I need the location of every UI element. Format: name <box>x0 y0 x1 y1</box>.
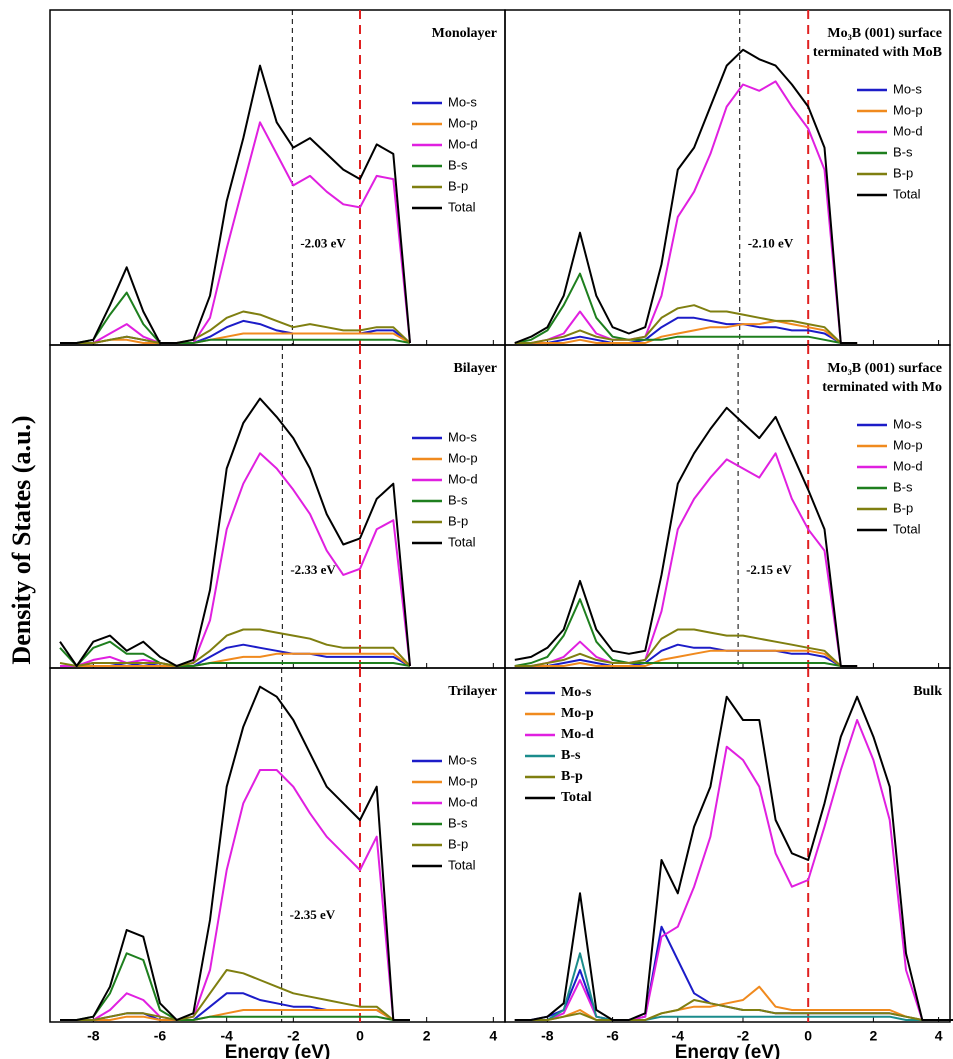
panel-title: Mo₃B (001) surface <box>827 361 942 376</box>
dos-line <box>60 66 410 343</box>
legend-label: Mo-p <box>893 102 923 117</box>
legend-label: Mo-s <box>448 752 477 767</box>
dos-line <box>60 453 410 666</box>
d-band-annotation: -2.15 eV <box>746 562 792 577</box>
legend-label: Total <box>448 199 476 214</box>
legend-label: Mo-p <box>561 706 594 721</box>
panel-frame <box>50 10 505 345</box>
legend-label: Total <box>893 521 921 536</box>
panel-title: Mo₃B (001) surface <box>827 26 942 41</box>
panel-title: terminated with MoB <box>813 45 942 60</box>
dos-line <box>60 334 410 344</box>
dos-line <box>515 81 857 343</box>
panel-title: Trilayer <box>448 684 497 699</box>
legend-label: Mo-d <box>448 471 478 486</box>
legend-label: Mo-s <box>893 416 922 431</box>
legend-label: B-p <box>448 178 468 193</box>
legend-label: B-s <box>448 815 468 830</box>
dos-line <box>515 927 953 1020</box>
x-tick-label: -8 <box>87 1028 100 1044</box>
panel-title: Bilayer <box>453 361 497 376</box>
legend-label: Mo-p <box>448 115 478 130</box>
legend-label: Mo-s <box>893 81 922 96</box>
legend-label: Mo-p <box>448 773 478 788</box>
legend-label: Mo-s <box>448 429 477 444</box>
x-tick-label: -6 <box>606 1028 619 1044</box>
x-tick-label: 0 <box>804 1028 812 1044</box>
x-tick-label: 4 <box>489 1028 497 1044</box>
x-axis-label: Energy (eV) <box>675 1042 781 1059</box>
legend-label: Total <box>448 857 476 872</box>
legend-label: B-s <box>561 748 581 763</box>
x-tick-label: 0 <box>356 1028 364 1044</box>
dos-line <box>60 312 410 344</box>
legend-label: Total <box>448 534 476 549</box>
legend-label: B-s <box>893 479 913 494</box>
x-tick-label: -6 <box>154 1028 167 1044</box>
legend-label: Mo-p <box>893 437 923 452</box>
d-band-annotation: -2.33 eV <box>290 562 336 577</box>
legend-label: B-s <box>893 144 913 159</box>
panel-title: Monolayer <box>432 26 497 41</box>
d-band-annotation: -2.03 eV <box>300 235 346 250</box>
x-axis-label: Energy (eV) <box>225 1042 331 1059</box>
legend-label: Mo-d <box>893 458 923 473</box>
legend-label: B-p <box>561 769 583 784</box>
x-tick-label: -8 <box>541 1028 554 1044</box>
dos-line <box>515 720 953 1020</box>
d-band-annotation: -2.10 eV <box>748 235 794 250</box>
x-tick-label: 2 <box>869 1028 877 1044</box>
legend-label: B-p <box>448 836 468 851</box>
legend-label: Mo-d <box>448 794 478 809</box>
dos-line <box>515 630 857 667</box>
legend-label: B-p <box>893 500 913 515</box>
panel-title: Bulk <box>913 684 942 699</box>
dos-line <box>515 987 953 1020</box>
legend-label: B-p <box>893 165 913 180</box>
legend-label: Mo-s <box>448 94 477 109</box>
dos-line <box>60 770 410 1020</box>
d-band-annotation: -2.35 eV <box>290 907 336 922</box>
y-axis-label: Density of States (a.u.) <box>7 415 36 664</box>
legend-label: Mo-d <box>893 123 923 138</box>
panel-title: terminated with Mo <box>822 380 942 395</box>
legend-label: Mo-s <box>561 685 592 700</box>
legend-label: Total <box>893 186 921 201</box>
legend-label: B-s <box>448 492 468 507</box>
dos-line <box>60 630 410 667</box>
legend-label: Mo-d <box>561 727 594 742</box>
panel-frame <box>505 10 950 345</box>
x-tick-label: 4 <box>935 1028 943 1044</box>
legend-label: B-p <box>448 513 468 528</box>
legend-label: B-s <box>448 157 468 172</box>
panel-frame <box>50 345 505 668</box>
legend-label: Mo-d <box>448 136 478 151</box>
legend-label: Mo-p <box>448 450 478 465</box>
dos-line <box>60 687 410 1020</box>
legend-label: Total <box>561 790 592 805</box>
figure: Density of States (a.u.) -2.03 eV Monolay… <box>0 0 953 1059</box>
dos-line <box>515 408 857 666</box>
dos-line <box>60 399 410 666</box>
dos-line <box>60 1010 410 1020</box>
x-tick-label: 2 <box>423 1028 431 1044</box>
